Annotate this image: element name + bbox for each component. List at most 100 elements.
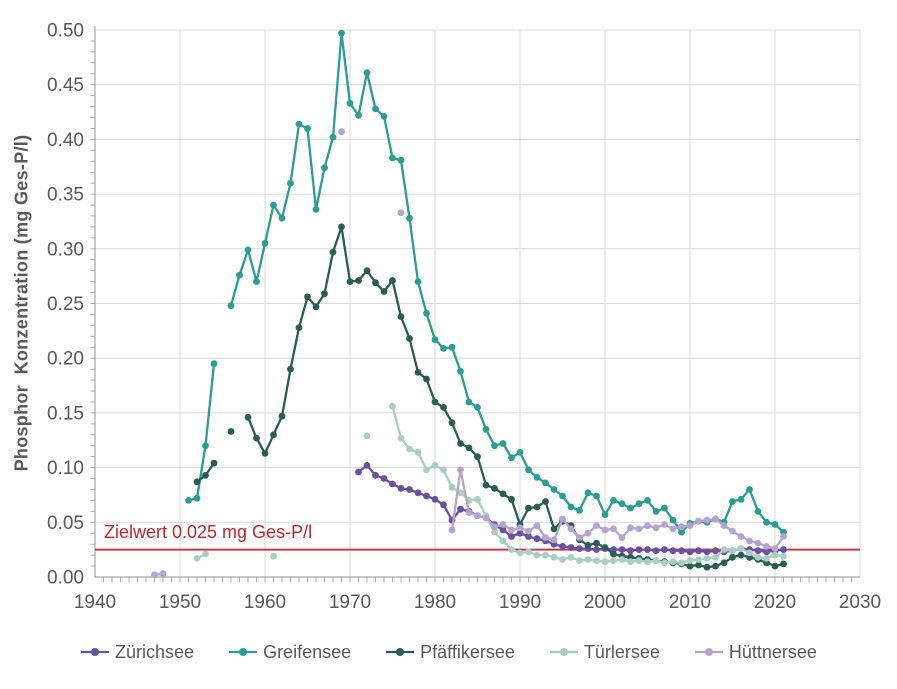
- data-point: [780, 546, 787, 553]
- data-point: [567, 525, 575, 533]
- x-tick-label: 2010: [669, 592, 711, 613]
- data-point: [448, 343, 456, 351]
- data-point: [491, 485, 498, 492]
- data-point: [474, 453, 481, 461]
- data-point: [321, 164, 328, 172]
- data-point: [584, 556, 592, 563]
- data-point: [482, 425, 490, 433]
- data-point: [686, 562, 694, 570]
- data-point: [712, 553, 719, 561]
- data-point: [771, 521, 779, 528]
- data-point: [355, 277, 362, 284]
- data-point: [210, 360, 218, 368]
- data-point: [508, 526, 515, 534]
- data-point: [193, 478, 201, 486]
- gridlines: [95, 29, 861, 577]
- data-point: [338, 29, 345, 37]
- data-point: [397, 313, 405, 320]
- data-point: [236, 271, 243, 279]
- data-point: [652, 557, 660, 564]
- legend-label: Hüttnersee: [728, 641, 817, 662]
- data-point: [474, 404, 481, 411]
- x-tick-label: 1970: [329, 592, 371, 613]
- data-point: [550, 536, 558, 544]
- data-point: [423, 492, 430, 500]
- data-point: [508, 495, 515, 503]
- data-point: [686, 548, 694, 556]
- data-point: [695, 517, 702, 525]
- data-point: [516, 549, 524, 557]
- y-axis-title: Phosphor Konzentration (mg Ges-P/l): [11, 134, 32, 472]
- series-greifensee: [185, 29, 787, 536]
- data-point: [771, 545, 779, 552]
- data-point: [559, 543, 566, 550]
- data-point: [754, 539, 762, 547]
- data-point: [261, 450, 269, 457]
- data-point: [644, 558, 651, 566]
- data-point: [593, 546, 600, 553]
- data-point: [457, 440, 464, 447]
- data-point: [712, 562, 719, 570]
- data-point: [763, 548, 770, 556]
- data-point: [397, 485, 405, 492]
- data-point: [482, 481, 490, 489]
- y-tick-label: 0.20: [47, 349, 84, 370]
- data-point: [618, 534, 626, 541]
- legend-label: Pfäffikersee: [420, 641, 515, 662]
- data-point: [635, 557, 643, 564]
- x-tick-label: 1960: [244, 592, 286, 613]
- legend-label: Greifensee: [263, 641, 352, 662]
- data-point: [380, 113, 388, 120]
- data-point: [499, 521, 507, 528]
- data-point: [312, 303, 320, 311]
- data-point: [576, 545, 583, 552]
- data-point: [414, 369, 422, 376]
- data-point: [474, 512, 481, 520]
- data-point: [499, 440, 507, 447]
- data-point: [550, 553, 558, 561]
- y-tick-label: 0.35: [47, 185, 84, 206]
- data-point: [542, 551, 549, 559]
- data-point: [746, 549, 753, 557]
- x-tick-label: 1940: [74, 592, 116, 613]
- data-point: [525, 548, 532, 556]
- data-point: [406, 445, 413, 453]
- data-point: [695, 547, 702, 555]
- data-point: [491, 442, 498, 450]
- y-tick-label: 0.30: [47, 239, 84, 260]
- series-zürichsee: [355, 462, 787, 556]
- data-point: [389, 277, 396, 284]
- data-point: [627, 547, 634, 555]
- x-tick-label: 2030: [839, 592, 881, 613]
- data-point: [516, 529, 524, 537]
- x-tick-label: 1950: [159, 592, 201, 613]
- data-point: [338, 223, 345, 231]
- data-point: [661, 521, 668, 528]
- data-point: [491, 528, 498, 536]
- data-point: [601, 511, 609, 518]
- data-point: [474, 495, 481, 503]
- legend-marker-greifensee: [229, 648, 258, 656]
- data-point: [678, 547, 685, 555]
- data-point: [584, 489, 592, 497]
- data-point: [210, 459, 218, 467]
- data-point: [644, 497, 651, 504]
- data-point: [678, 523, 685, 531]
- data-point: [389, 402, 396, 410]
- data-point: [406, 214, 413, 222]
- data-point: [559, 492, 566, 500]
- x-axis-tick-labels: 1940 1950 1960 1970 1980 1990 2000 2010 2020 2030: [74, 592, 881, 613]
- data-point: [380, 475, 388, 482]
- data-point: [457, 367, 464, 375]
- data-point: [737, 545, 745, 552]
- legend-item-zürichsee: Zürichsee: [80, 642, 194, 663]
- data-point: [465, 398, 473, 406]
- data-point: [151, 571, 158, 579]
- data-point: [771, 562, 779, 570]
- data-point: [703, 548, 711, 556]
- data-point: [661, 546, 668, 553]
- data-point: [669, 525, 677, 533]
- data-point: [559, 515, 566, 523]
- data-point: [550, 486, 558, 493]
